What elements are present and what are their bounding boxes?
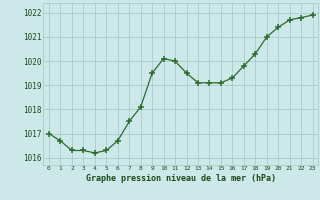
X-axis label: Graphe pression niveau de la mer (hPa): Graphe pression niveau de la mer (hPa)	[86, 174, 276, 183]
